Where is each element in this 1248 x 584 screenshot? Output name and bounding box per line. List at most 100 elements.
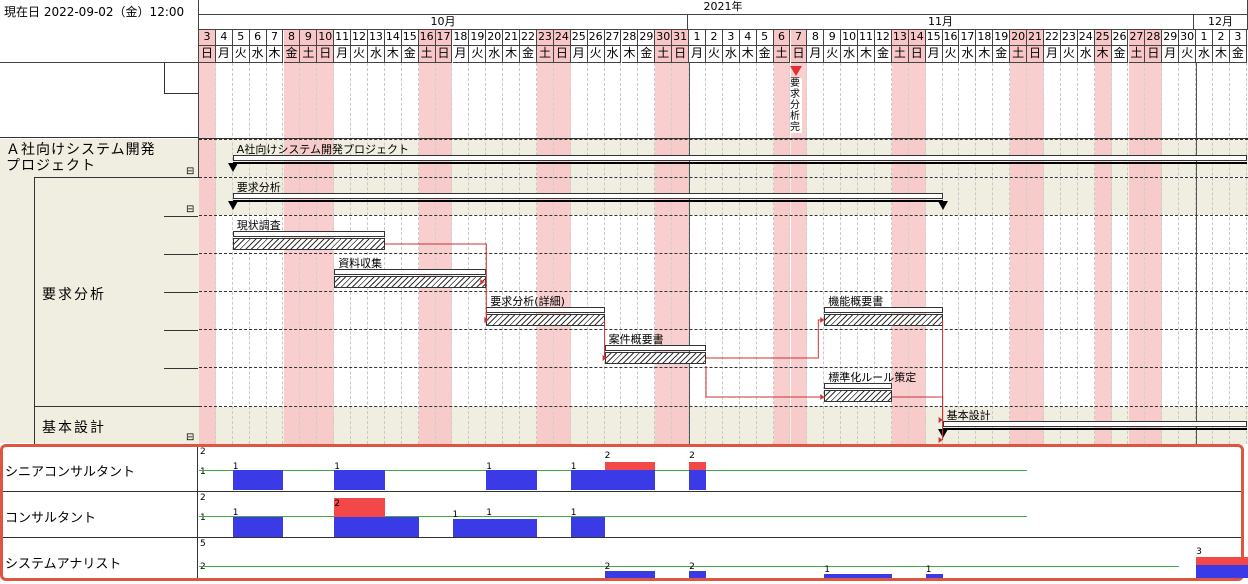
day-number: 21 — [1027, 30, 1043, 46]
day-column — [368, 63, 385, 444]
basic-summary-label: 基本設計 — [946, 409, 991, 422]
day-number: 5 — [232, 30, 249, 46]
task-hyojunka-label: 標準化ルール策定 — [828, 371, 917, 384]
day-header-cell: 20 土 — [1010, 30, 1028, 63]
day-number: 17 — [435, 30, 452, 46]
task-row-cell[interactable] — [164, 368, 198, 406]
collapse-phase-icon[interactable]: ⊟ — [186, 204, 195, 215]
resource-cap: 1 — [200, 467, 206, 477]
day-number: 20 — [1010, 30, 1027, 46]
task-row-cell[interactable] — [164, 216, 198, 254]
day-number: 3 — [1229, 30, 1246, 46]
weekday: 日 — [437, 46, 450, 60]
day-number: 11 — [858, 30, 874, 46]
day-number: 4 — [215, 30, 232, 46]
weekday: 土 — [657, 46, 670, 60]
current-date-label: 現在日 2022-09-02（金）12:00 — [4, 5, 185, 19]
day-header-cell: 15 月 — [925, 30, 943, 63]
weekday: 月 — [336, 46, 349, 60]
resource-senior-consultant[interactable]: シニアコンサルタント — [5, 465, 136, 480]
day-column — [553, 63, 571, 444]
day-number: 20 — [486, 30, 503, 46]
day-number: 18 — [976, 30, 993, 46]
day-number: 2 — [1213, 30, 1229, 46]
day-column — [267, 63, 284, 444]
collapse-basic-icon[interactable]: ⊟ — [186, 432, 195, 443]
year-label: 2021年 — [703, 0, 743, 13]
day-column — [537, 63, 554, 444]
day-number: 18 — [452, 30, 469, 46]
weekday: 金 — [1231, 46, 1244, 60]
load-bar — [689, 571, 706, 578]
day-number: 13 — [368, 30, 384, 46]
weekday: 金 — [995, 46, 1008, 60]
weekday: 金 — [522, 46, 535, 60]
basic-start-marker — [937, 429, 948, 438]
weekday: 日 — [200, 46, 213, 60]
weekday: 火 — [826, 46, 839, 60]
load-bar — [824, 574, 892, 578]
milestone-marker-icon[interactable] — [790, 66, 802, 76]
day-number: 28 — [1145, 30, 1162, 46]
day-column — [875, 63, 892, 444]
day-number: 11 — [334, 30, 351, 46]
day-number: 28 — [621, 30, 638, 46]
req-summary-line — [232, 200, 943, 202]
load-value: 2 — [689, 451, 695, 461]
weekday: 金 — [403, 46, 416, 60]
resource-consultant[interactable]: コンサルタント — [5, 511, 97, 526]
task-anken-label: 案件概要書 — [608, 333, 664, 346]
day-column — [858, 63, 875, 444]
load-value: 1 — [232, 462, 239, 472]
dep-anken-hyojunka — [705, 366, 825, 398]
task-row-cell[interactable] — [164, 292, 198, 330]
project-band — [199, 139, 1248, 177]
phase-req-node[interactable] — [34, 177, 199, 406]
day-number: 1 — [1196, 30, 1212, 46]
load-bar — [334, 517, 419, 537]
day-column — [1094, 63, 1112, 444]
day-column — [908, 63, 926, 444]
task-shiryo-label: 資料収集 — [338, 257, 383, 270]
task-kino-plan-bar — [824, 307, 943, 313]
task-row-cell[interactable] — [164, 330, 198, 368]
day-number: 9 — [300, 30, 317, 46]
req-end-marker — [937, 201, 948, 210]
resource-max: 2 — [200, 447, 206, 457]
day-column — [334, 63, 352, 444]
weekday: 金 — [1113, 46, 1126, 60]
day-column — [1162, 63, 1180, 444]
day-column — [571, 63, 588, 444]
row-divider — [199, 177, 1248, 178]
day-header-cell: 27 土 — [1128, 30, 1146, 63]
current-date-cell: 現在日 2022-09-02（金）12:00 — [0, 0, 199, 63]
load-bar — [334, 470, 385, 490]
day-number: 12 — [351, 30, 367, 46]
task-hyojunka-plan-bar — [824, 383, 892, 389]
dependency-arrowhead — [938, 417, 943, 423]
day-column — [1078, 63, 1095, 444]
day-header-cell: 10 日 — [317, 30, 335, 63]
load-value: 1 — [570, 462, 577, 472]
task-row-cell[interactable] — [164, 254, 198, 292]
day-column — [588, 63, 605, 444]
day-column — [1230, 63, 1247, 444]
resource-system-analyst[interactable]: システムアナリスト — [5, 557, 122, 572]
load-bar — [232, 517, 284, 537]
collapse-project-icon[interactable]: ⊟ — [186, 166, 195, 177]
day-column — [199, 63, 216, 444]
task-shiryo-plan-bar — [334, 269, 487, 275]
phase-basic-node[interactable] — [34, 406, 199, 444]
dep-shiryo-yokyu — [485, 282, 489, 321]
task-genjo-label: 現状調査 — [236, 219, 281, 232]
weekday: 月 — [217, 46, 230, 60]
dep-yokyu-anken — [604, 320, 607, 359]
day-header-cell: 20 水 — [486, 30, 504, 63]
day-header-cell: 25 木 — [1094, 30, 1112, 63]
weekday: 月 — [572, 46, 585, 60]
weekday: 木 — [1096, 46, 1109, 60]
project-summary-plan-bar — [232, 155, 1247, 161]
load-value: 2 — [604, 562, 611, 572]
